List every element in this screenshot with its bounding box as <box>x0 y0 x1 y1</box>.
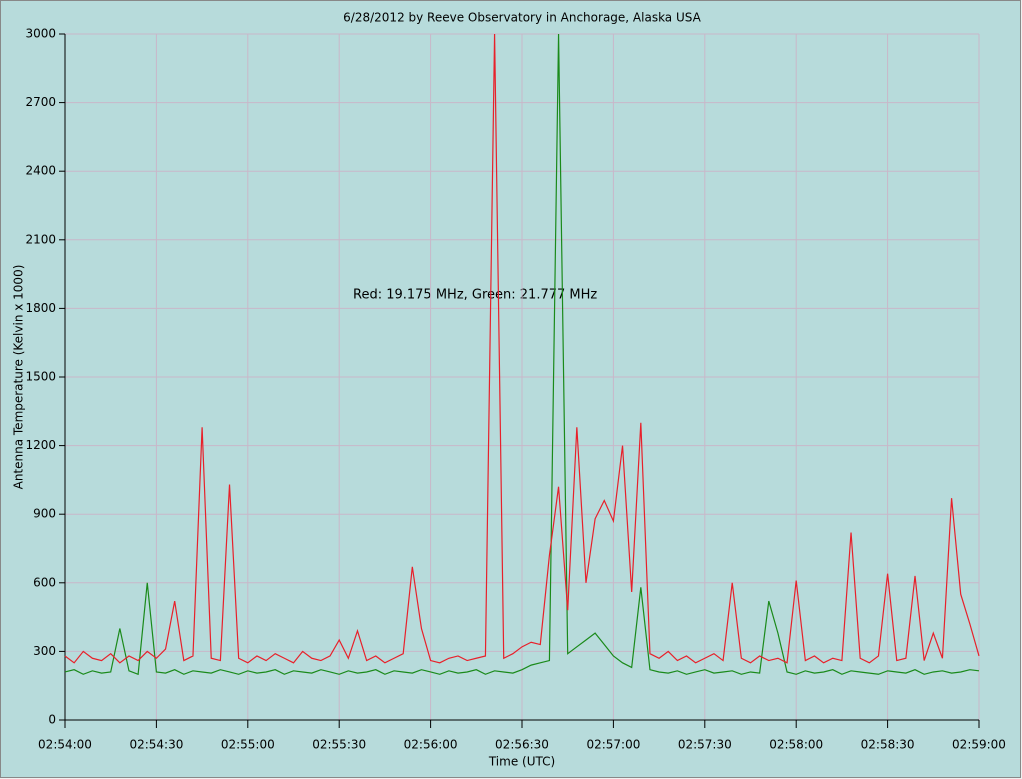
x-tick-label: 02:55:30 <box>312 738 366 752</box>
y-tick-label: 300 <box>33 644 56 658</box>
annotation: Red: 19.175 MHz, Green: 21.777 MHz <box>353 288 597 303</box>
y-axis-label: Antenna Temperature (Kelvin x 1000) <box>12 265 26 490</box>
x-tick-label: 02:58:00 <box>769 738 823 752</box>
x-tick-label: 02:58:30 <box>861 738 915 752</box>
x-tick-label: 02:59:00 <box>952 738 1006 752</box>
y-tick-label: 2700 <box>25 95 56 109</box>
x-tick-label: 02:55:00 <box>221 738 275 752</box>
x-tick-label: 02:57:00 <box>586 738 640 752</box>
y-tick-label: 2100 <box>25 232 56 246</box>
x-tick-label: 02:54:00 <box>38 738 92 752</box>
x-tick-label: 02:54:30 <box>129 738 183 752</box>
data-line <box>64 33 980 664</box>
y-tick-label: 2400 <box>25 164 56 178</box>
x-axis-label: Time (UTC) <box>488 755 555 769</box>
y-tick-label: 1500 <box>25 370 56 384</box>
y-tick-label: 900 <box>33 507 56 521</box>
y-tick-label: 3000 <box>25 27 56 41</box>
x-tick-label: 02:56:00 <box>404 738 458 752</box>
data-line <box>64 33 980 676</box>
y-tick-label: 1800 <box>25 301 56 315</box>
y-tick-label: 1200 <box>25 438 56 452</box>
y-tick-label: 0 <box>48 713 56 727</box>
chart-title: 6/28/2012 by Reeve Observatory in Anchor… <box>343 11 701 25</box>
x-tick-label: 02:56:30 <box>495 738 549 752</box>
x-tick-label: 02:57:30 <box>678 738 732 752</box>
y-tick-label: 600 <box>33 575 56 589</box>
